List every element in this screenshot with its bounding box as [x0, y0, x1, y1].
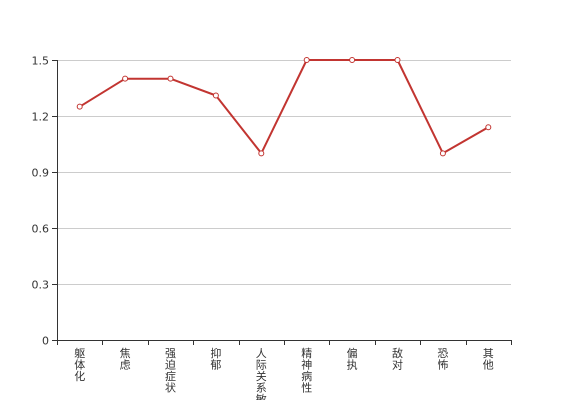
- x-tick-label: 敌对: [392, 346, 403, 372]
- data-point: [167, 75, 174, 82]
- x-tick-label: 恐怖: [437, 347, 448, 372]
- y-tick-label: 1.2: [32, 111, 50, 124]
- data-point: [76, 103, 83, 110]
- data-point: [212, 92, 219, 99]
- x-tick-label: 人际关系敏感: [256, 347, 267, 400]
- data-point: [258, 150, 265, 157]
- y-tick-label: 1.5: [32, 55, 50, 68]
- x-tick-label: 偏执: [347, 346, 358, 372]
- data-point: [122, 75, 129, 82]
- x-tick-label: 抑郁: [210, 346, 221, 372]
- y-axis-ticks: 0 0.3 0.6 0.9 1.2 1.5: [32, 55, 50, 348]
- x-tick-label: 强迫症状: [165, 347, 176, 395]
- series-line: [79, 59, 489, 155]
- grid-lines: [57, 60, 511, 285]
- x-tick-label: 其他: [483, 347, 494, 372]
- data-point: [303, 57, 310, 63]
- data-point: [439, 150, 446, 157]
- axes: [52, 60, 512, 345]
- x-tick-label: 躯体化: [74, 347, 85, 383]
- y-tick-label: 0.3: [32, 279, 50, 292]
- y-tick-label: 0.9: [32, 167, 50, 180]
- x-axis-ticks: 躯体化 焦虑 强迫症状 抑郁 人际关系敏感 精神病性 偏执 敌对 恐怖 其他: [74, 346, 494, 400]
- data-point: [394, 57, 401, 63]
- y-tick-label: 0: [42, 335, 49, 348]
- data-point: [349, 57, 356, 63]
- series-layer: [76, 57, 492, 157]
- x-tick-label: 精神病性: [301, 347, 312, 395]
- data-point: [485, 124, 492, 131]
- y-tick-label: 0.6: [32, 223, 50, 236]
- x-tick-label: 焦虑: [120, 347, 131, 372]
